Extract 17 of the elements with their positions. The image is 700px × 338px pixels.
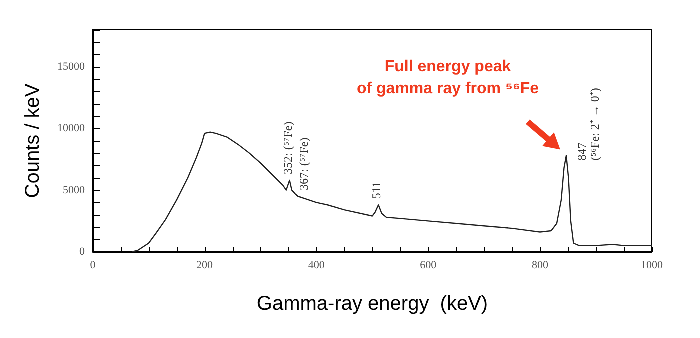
y-axis-title: Counts / keV — [22, 83, 44, 198]
y-tick-label: 0 — [80, 246, 86, 258]
x-tick-label: 400 — [308, 260, 326, 272]
x-tick-label: 200 — [196, 260, 214, 272]
annotation: 847 (⁵⁶Fe: 2⁺ → 0⁺) — [574, 88, 602, 161]
y-tick-label: 15000 — [58, 61, 86, 73]
x-axis-title: Gamma-ray energy (keV) — [256, 293, 488, 315]
x-tick-label: 600 — [420, 260, 438, 272]
y-tick-label: 5000 — [63, 184, 86, 196]
y-tick-label: 10000 — [58, 122, 86, 135]
annotation: Full energy peak of gamma ray from ⁵⁶Fe — [356, 58, 540, 98]
annotation: 352: (⁵⁷Fe) — [280, 122, 295, 174]
x-tick-label: 0 — [90, 260, 96, 272]
x-tick-label: 1000 — [641, 260, 664, 272]
annotation: 367: (⁵⁷Fe) — [296, 138, 311, 190]
x-tick-label: 800 — [532, 260, 549, 272]
annotation: 511 — [370, 182, 384, 200]
